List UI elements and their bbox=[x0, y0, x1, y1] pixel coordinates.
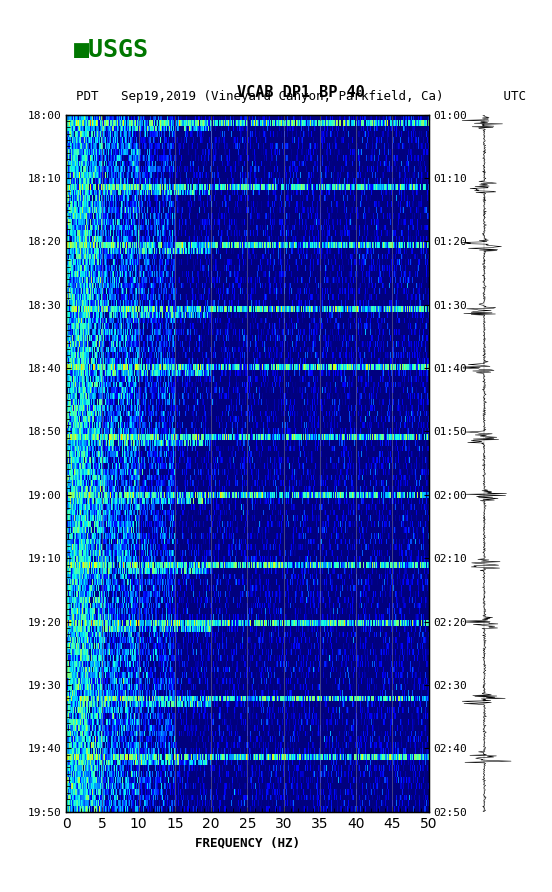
Text: PDT   Sep19,2019 (Vineyard Canyon, Parkfield, Ca)        UTC: PDT Sep19,2019 (Vineyard Canyon, Parkfie… bbox=[76, 90, 526, 103]
Text: VCAB DP1 BP 40: VCAB DP1 BP 40 bbox=[237, 85, 365, 100]
X-axis label: FREQUENCY (HZ): FREQUENCY (HZ) bbox=[195, 836, 300, 849]
Text: ■USGS: ■USGS bbox=[73, 38, 148, 62]
